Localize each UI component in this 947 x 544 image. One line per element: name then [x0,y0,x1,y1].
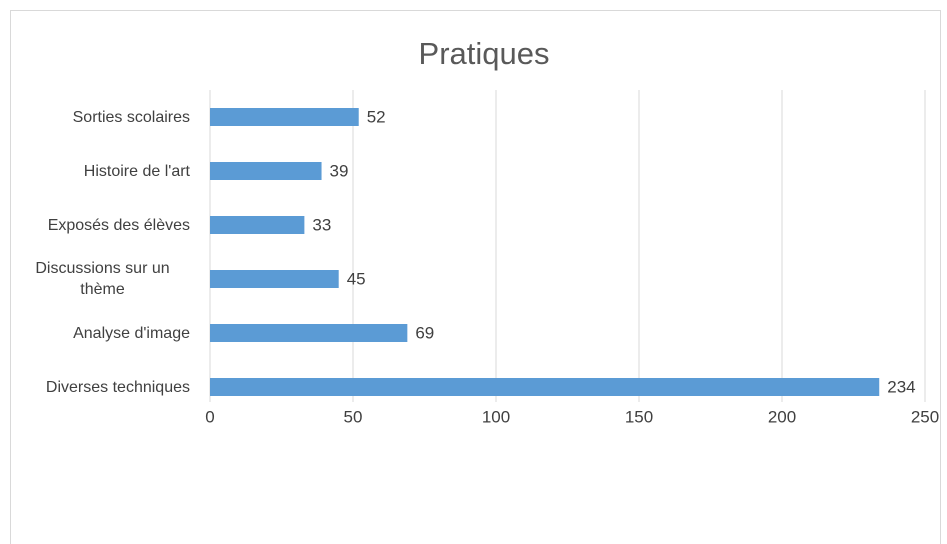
x-tick-label: 200 [768,407,796,426]
y-tick-label: Diverses techniques [45,378,190,396]
y-tick-label-box: Analyse d'image [73,306,190,360]
chart-title: Pratiques [419,36,550,71]
value-label: 45 [347,269,366,288]
y-tick-label-box: Diverses techniques [46,360,190,414]
x-tick-label: 100 [482,407,510,426]
value-label: 69 [415,323,434,342]
chart-frame [10,10,941,544]
y-tick-label-box: Exposés des élèves [48,198,190,252]
value-label: 234 [887,377,915,396]
bar [210,378,880,396]
x-tick-label: 50 [344,407,363,426]
y-tick-label-box: Discussions sur un thème [15,252,190,306]
y-tick-label: Analyse d'image [73,324,190,342]
y-tick-label: Histoire de l'art [83,162,190,180]
y-tick-label: Discussions sur un thème [35,260,170,298]
bar [210,162,322,180]
y-tick-label: Exposés des élèves [47,216,190,234]
y-tick-label-box: Sorties scolaires [73,90,190,144]
y-tick-label: Sorties scolaires [72,108,190,126]
bar [210,108,359,126]
x-tick-label: 0 [205,407,214,426]
value-label: 33 [312,215,331,234]
value-label: 39 [330,161,349,180]
bar [210,324,408,342]
x-tick-label: 150 [625,407,653,426]
x-tick-label: 250 [911,407,939,426]
value-label: 52 [367,107,386,126]
bar [210,270,339,288]
bar [210,216,305,234]
y-tick-label-box: Histoire de l'art [84,144,190,198]
